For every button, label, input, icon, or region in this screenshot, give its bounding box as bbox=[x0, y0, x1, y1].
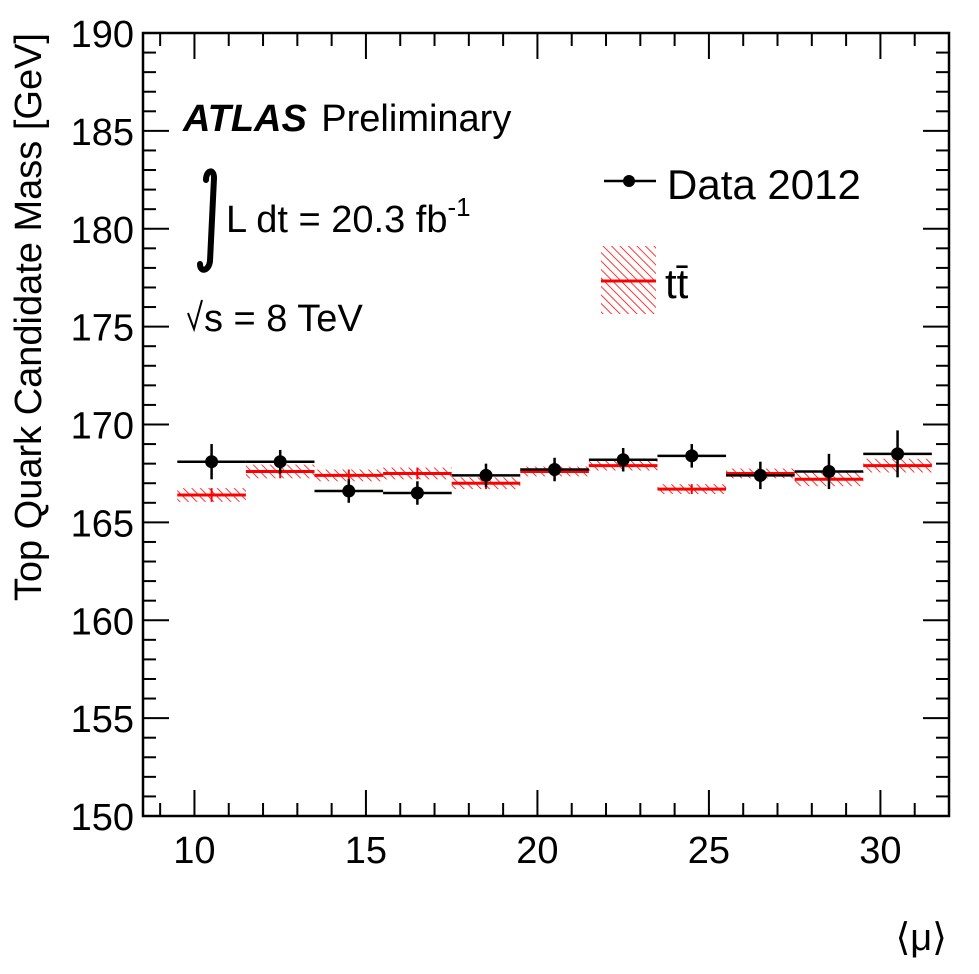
x-axis-title: ⟨μ⟩ bbox=[895, 917, 947, 959]
y-tick-label: 160 bbox=[71, 601, 134, 643]
luminosity-value: L dt = 20.3 fb bbox=[226, 199, 448, 241]
axis-ticks bbox=[143, 32, 950, 817]
x-tick-label: 25 bbox=[688, 830, 730, 872]
data-point bbox=[479, 468, 493, 482]
plot-frame bbox=[141, 31, 951, 818]
legend-ttbar-marker bbox=[601, 246, 656, 314]
y-axis-title: Top Quark Candidate Mass [GeV] bbox=[8, 33, 50, 601]
y-tick-label: 185 bbox=[71, 112, 134, 154]
atlas-label: ATLAS Preliminary bbox=[182, 98, 511, 140]
data-point bbox=[616, 453, 630, 467]
legend-ttbar-label: tt̄ bbox=[665, 260, 689, 307]
y-tick-label: 150 bbox=[71, 797, 134, 839]
y-tick-label: 155 bbox=[71, 699, 134, 741]
y-tick-label: 175 bbox=[71, 308, 134, 350]
legend: Data 2012 tt̄ bbox=[601, 161, 861, 314]
data-point bbox=[273, 455, 287, 469]
data-point bbox=[205, 455, 219, 469]
x-tick-label: 15 bbox=[345, 830, 387, 872]
data-point bbox=[685, 449, 699, 463]
data-point bbox=[753, 468, 767, 482]
legend-data-label: Data 2012 bbox=[667, 161, 861, 208]
luminosity-text: L dt = 20.3 fb-1 bbox=[226, 192, 471, 241]
energy-text: s = 8 TeV bbox=[204, 298, 363, 340]
atlas-experiment-text: ATLAS bbox=[182, 98, 307, 140]
y-tick-label: 170 bbox=[71, 406, 134, 448]
data-series bbox=[177, 430, 932, 505]
y-tick-label: 165 bbox=[71, 503, 134, 545]
data-point bbox=[548, 463, 562, 477]
sqrt-sign-icon bbox=[187, 299, 203, 333]
x-tick-label: 10 bbox=[173, 830, 215, 872]
atlas-status-text: Preliminary bbox=[321, 98, 511, 140]
y-tick-label: 180 bbox=[71, 210, 134, 252]
x-tick-label: 20 bbox=[516, 830, 558, 872]
x-tick-label: 30 bbox=[859, 830, 901, 872]
data-point bbox=[342, 484, 356, 498]
data-point bbox=[410, 486, 424, 500]
tick-labels: 150 155 160 165 170 175 180 185 190 10 15 20 25 30 bbox=[71, 14, 902, 872]
luminosity-exponent: -1 bbox=[448, 192, 471, 222]
data-point bbox=[822, 464, 836, 478]
integral-sign-icon bbox=[197, 168, 218, 273]
legend-data-marker bbox=[604, 175, 656, 187]
y-tick-label: 190 bbox=[71, 14, 134, 56]
data-point bbox=[891, 447, 905, 461]
